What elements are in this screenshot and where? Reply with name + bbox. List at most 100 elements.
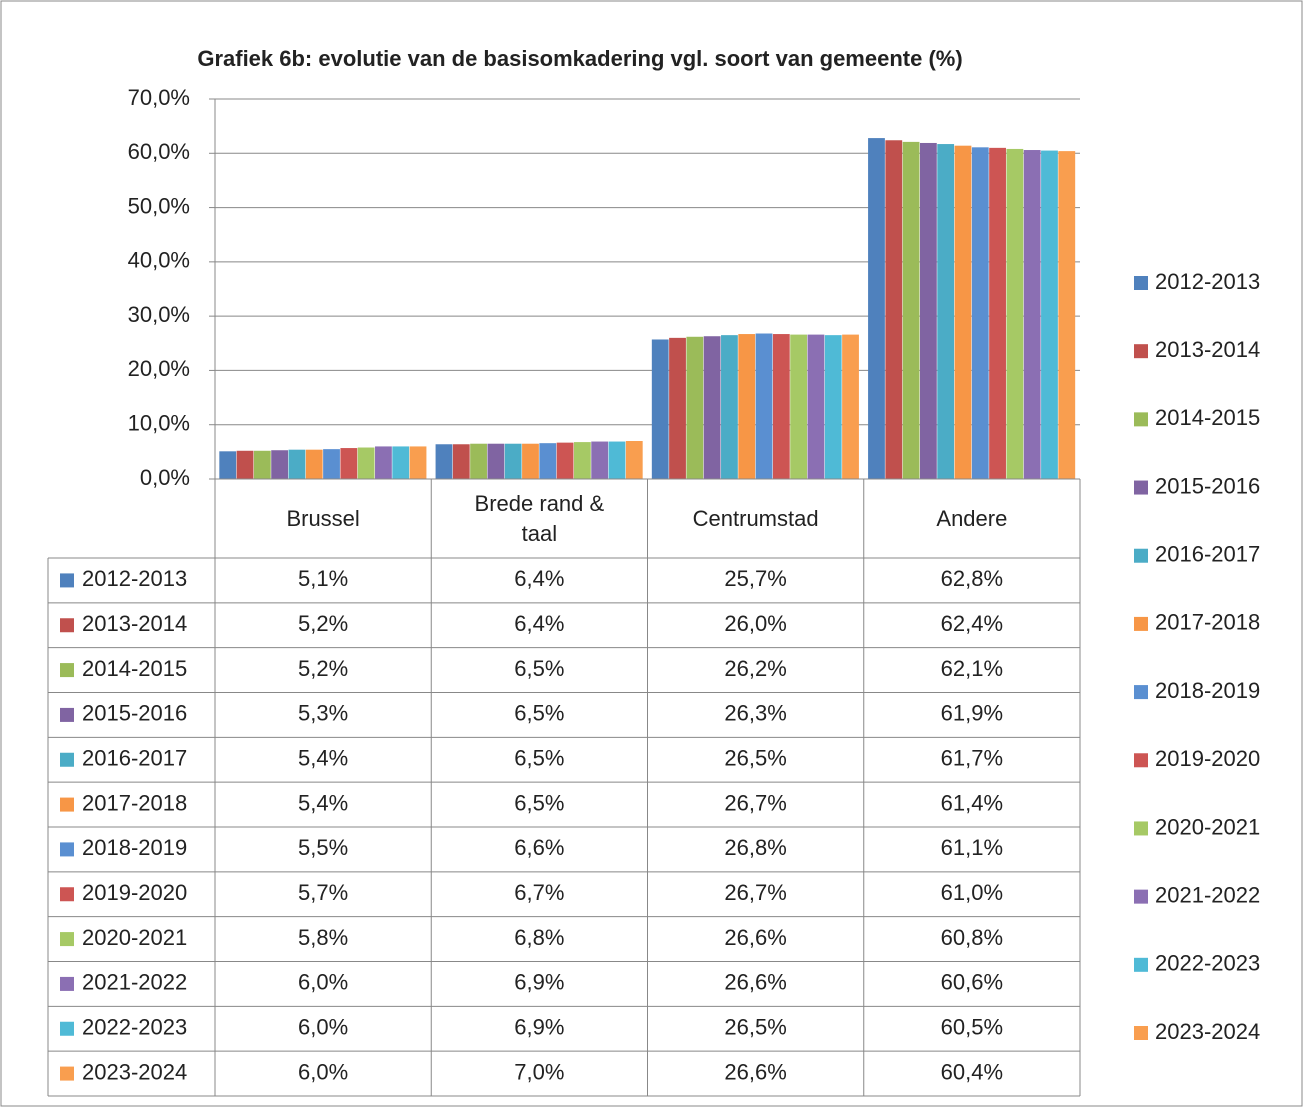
bar <box>1023 150 1041 479</box>
bar <box>755 333 773 479</box>
bar <box>340 448 358 479</box>
table-value: 25,7% <box>724 566 786 591</box>
bar <box>703 336 721 479</box>
table-legend-key <box>60 797 74 812</box>
x-tick-label: Brussel <box>286 505 360 531</box>
y-tick-label: 20,0% <box>128 356 190 381</box>
table-value: 6,6% <box>514 835 564 860</box>
bar <box>522 443 539 479</box>
bar <box>219 451 237 479</box>
y-tick-label: 30,0% <box>128 302 190 327</box>
bar <box>253 450 271 479</box>
bar <box>954 145 972 479</box>
legend-label: 2021-2022 <box>1155 882 1260 907</box>
bar <box>288 449 306 479</box>
table-row-label: 2012-2013 <box>82 566 187 591</box>
table-value: 26,6% <box>724 970 786 995</box>
bar <box>1041 150 1058 480</box>
table-value: 6,8% <box>514 925 564 950</box>
bar <box>573 442 591 479</box>
x-tick-label: Andere <box>936 505 1008 531</box>
table-value: 26,2% <box>724 656 786 681</box>
table-value: 60,4% <box>941 1059 1003 1084</box>
table-legend-key <box>60 1021 74 1036</box>
y-tick-label: 10,0% <box>128 411 190 436</box>
table-value: 6,5% <box>514 656 564 681</box>
bar <box>868 138 885 480</box>
table-value: 6,4% <box>514 611 564 636</box>
table-legend-key <box>60 932 74 947</box>
legend-key <box>1134 821 1148 836</box>
table-value: 60,6% <box>941 970 1003 995</box>
bar <box>669 337 686 479</box>
category-cell: Andere <box>864 479 1080 558</box>
table-value: 5,1% <box>298 566 348 591</box>
bar <box>375 446 392 479</box>
legend-label: 2023-2024 <box>1155 1019 1260 1044</box>
bar <box>409 446 427 479</box>
bar <box>1006 148 1024 479</box>
category-header: Brede rand & taal <box>475 491 605 546</box>
bar <box>902 141 920 479</box>
legend-key <box>1134 957 1148 972</box>
table-legend-key <box>60 887 74 902</box>
table-row-label: 2014-2015 <box>82 656 187 681</box>
table-value: 5,4% <box>298 746 348 771</box>
table-legend-key <box>60 842 74 857</box>
table-value: 6,0% <box>298 1059 348 1084</box>
category-header: Centrumstad <box>692 505 819 531</box>
y-tick-label: 40,0% <box>128 248 190 273</box>
bar <box>435 444 453 479</box>
bar <box>487 443 505 479</box>
bar <box>271 450 289 479</box>
table-value: 5,2% <box>298 656 348 681</box>
bar <box>452 444 470 479</box>
table-value: 26,0% <box>724 611 786 636</box>
table-value: 61,1% <box>941 835 1003 860</box>
bar <box>842 334 859 479</box>
legend-key <box>1134 276 1148 290</box>
bar <box>885 140 903 479</box>
table-value: 6,5% <box>514 701 564 726</box>
x-tick-label: Centrumstad <box>692 505 819 531</box>
category-header: Andere <box>864 479 1080 558</box>
legend-label: 2013-2014 <box>1155 337 1260 362</box>
table-value: 6,9% <box>514 1015 564 1040</box>
bar <box>323 449 340 479</box>
legend-label: 2022-2023 <box>1155 951 1260 976</box>
bar <box>470 443 487 479</box>
legend-label: 2017-2018 <box>1155 610 1260 635</box>
bar <box>504 443 522 479</box>
table-value: 6,0% <box>298 1015 348 1040</box>
table-value: 26,7% <box>724 880 786 905</box>
table-value: 26,5% <box>724 746 786 771</box>
bar <box>392 446 410 479</box>
table-row-label: 2022-2023 <box>82 1015 187 1040</box>
table-value: 6,5% <box>514 790 564 815</box>
legend-key <box>1134 344 1148 359</box>
bar <box>971 147 989 480</box>
bar <box>738 334 756 479</box>
y-tick-label: 50,0% <box>128 193 190 218</box>
legend-key <box>1134 753 1148 768</box>
legend-key <box>1134 480 1148 495</box>
bar <box>790 334 808 479</box>
table-value: 6,0% <box>298 970 348 995</box>
table-value: 5,7% <box>298 880 348 905</box>
table-value: 5,5% <box>298 835 348 860</box>
table-value: 62,1% <box>941 656 1003 681</box>
legend-label: 2014-2015 <box>1155 405 1260 430</box>
bar <box>807 334 825 479</box>
table-legend-key <box>60 752 74 767</box>
table-value: 7,0% <box>514 1059 564 1084</box>
bar <box>989 147 1006 479</box>
bar <box>919 142 937 479</box>
table-value: 26,5% <box>724 1015 786 1040</box>
table-row-label: 2016-2017 <box>82 746 187 771</box>
table-value: 6,7% <box>514 880 564 905</box>
table-value: 26,6% <box>724 1059 786 1084</box>
legend-key <box>1134 685 1148 700</box>
table-value: 6,9% <box>514 970 564 995</box>
